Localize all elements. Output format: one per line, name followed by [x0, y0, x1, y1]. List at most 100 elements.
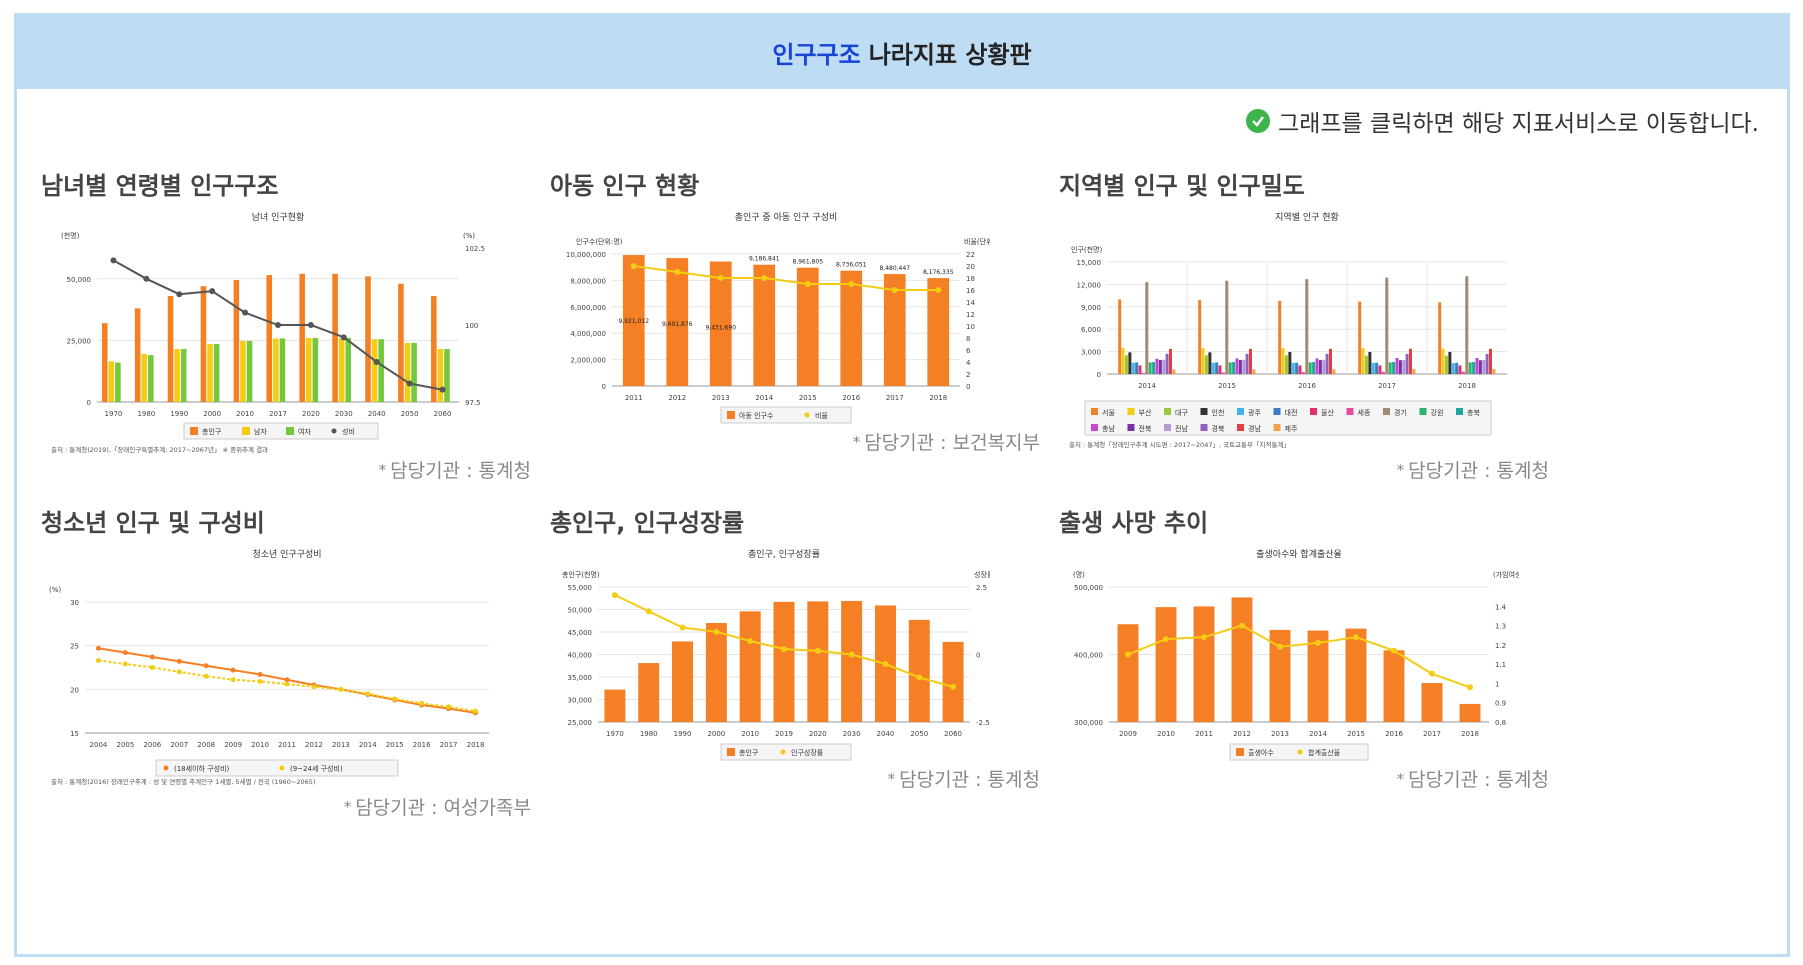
legend-label: 서울 [1102, 408, 1115, 417]
bar-인천 [1208, 352, 1212, 374]
x-tick-label: 2012 [305, 741, 323, 749]
panel-youth-population[interactable]: 청소년 인구 및 구성비 청소년 인구구성비 (%) 15 20 25 30 2004 200… [41, 503, 601, 873]
y2-tick-label: 1.2 [1495, 642, 1506, 650]
legend-marker [1091, 424, 1098, 431]
legend-label: 경북 [1212, 424, 1225, 433]
legend-label: 충북 [1467, 408, 1480, 417]
legend-label: 인천 [1212, 408, 1225, 417]
bar-여자 [345, 337, 352, 402]
bar-총인구 [739, 611, 761, 722]
bar-세종 [1301, 372, 1305, 374]
legend-box [1084, 400, 1492, 436]
legend-label: 합계출산율 [1308, 748, 1341, 757]
y2-tick-label: 22 [966, 251, 975, 259]
x-tick-label: 2010 [236, 410, 254, 418]
y2-axis-label: (%) [463, 232, 475, 240]
legend-marker [1164, 408, 1171, 415]
bar-value-label: 9,691,876 [662, 321, 693, 328]
bar-세종 [1381, 371, 1385, 374]
chart-birth-death[interactable]: 출생아수와 합계출산율 (명) (가임여성1명당 명) 300,000 400,000 5… [1059, 547, 1519, 762]
bar-서울 [1278, 300, 1282, 374]
legend-label: 남자 [254, 427, 267, 436]
legend-label: 성비 [342, 427, 355, 436]
point-(18세이하 구성비) [95, 645, 101, 651]
bar-충북 [1392, 362, 1396, 374]
bar-제주 [1252, 369, 1256, 374]
legend-label: (9~24세 구성비) [290, 764, 343, 773]
y2-tick-label: 0 [976, 652, 980, 660]
bar-경남 [1329, 348, 1333, 374]
bar-value-label: 8,176,335 [923, 269, 954, 276]
legend-label: 아동 인구수 [739, 411, 774, 420]
bar-충남 [1475, 357, 1479, 374]
panel-title: 총인구, 인구성장률 [550, 509, 745, 537]
bar-출생아수 [1231, 597, 1253, 722]
bar-출생아수 [1117, 624, 1139, 722]
bar-강원 [1228, 362, 1232, 374]
bar-여자 [411, 342, 417, 402]
bar-충북 [1232, 362, 1236, 374]
y-axis-label: 총인구(천명) [562, 570, 600, 579]
x-tick-label: 2015 [386, 741, 404, 749]
bar-value-label: 9,186,841 [749, 256, 780, 263]
bar-강원 [1468, 362, 1472, 374]
bar-충남 [1155, 358, 1159, 374]
x-tick-label: 2020 [809, 730, 827, 738]
legend-marker [1346, 408, 1354, 415]
bar-총인구 [299, 273, 305, 402]
bar-인천 [1368, 351, 1372, 374]
bar-광주 [1451, 363, 1455, 374]
agency-label: * 담당기관 : 보건복지부 [852, 432, 1040, 454]
point-합계출산율 [1163, 636, 1169, 643]
bar-value-label: 8,961,805 [792, 259, 823, 266]
y-tick-label: 50,000 [67, 276, 92, 284]
y2-tick-label: 20 [966, 263, 975, 271]
x-tick-label: 2014 [359, 741, 377, 749]
legend-marker [163, 765, 169, 771]
panel-birth-death[interactable]: 출생 사망 추이 출생아수와 합계출산율 (명) (가임여성1명당 명) 300,00… [1059, 503, 1619, 873]
bar-출생아수 [1459, 703, 1481, 722]
y-tick-label: 30,000 [568, 697, 593, 705]
x-tick-label: 2014 [755, 394, 773, 402]
bar-경북 [1325, 353, 1329, 374]
y-tick-label: 3,000 [1081, 349, 1101, 357]
chart-youth-population[interactable]: 청소년 인구구성비 (%) 15 20 25 30 2004 2005 2006 2007 2008… [41, 547, 511, 785]
legend-label: 여자 [298, 427, 311, 436]
y-tick-label: 15,000 [1077, 259, 1102, 267]
panel-regional-population[interactable]: 지역별 인구 및 인구밀도 지역별 인구 현황 인구(천명) 0 3,000 6,000… [1059, 166, 1619, 536]
x-tick-label: 1970 [606, 730, 624, 738]
point-(9~24세 구성비) [311, 684, 317, 690]
source-note: 출처 : 통계청(2019),「장래인구특별추계: 2017~2067년」 ※ … [51, 445, 268, 454]
legend-label: 총인구 [202, 427, 222, 436]
panel-gender-age[interactable]: 남녀별 연령별 인구구조 남녀 인구현황 (천명) (%) 0 25,000 50,000… [41, 166, 601, 536]
legend-label: 강원 [1431, 408, 1444, 417]
bar-아동 인구수 [796, 267, 819, 386]
chart-title: 남녀 인구현황 [252, 212, 305, 223]
legend-label: 비율 [815, 411, 828, 420]
chart-gender-age[interactable]: 남녀 인구현황 (천명) (%) 0 25,000 50,000 97.5 100 102.5 1… [41, 210, 511, 460]
bar-총인구 [672, 641, 694, 722]
dashboard-header: 인구구조 나라지표 상황판 [17, 16, 1787, 89]
bar-부산 [1201, 348, 1205, 374]
legend-marker [331, 428, 337, 434]
x-tick-label: 2000 [707, 730, 725, 738]
point-합계출산율 [1391, 647, 1397, 654]
y2-tick-label: 4 [966, 359, 971, 367]
legend-marker [1237, 408, 1244, 415]
y-tick-label: 500,000 [1074, 584, 1103, 592]
x-tick-label: 2004 [90, 741, 108, 749]
bar-대전 [1455, 362, 1459, 374]
legend-marker [1236, 748, 1244, 756]
bar-인천 [1128, 352, 1132, 374]
x-tick-label: 2009 [1119, 730, 1137, 738]
point-성비 [143, 275, 150, 282]
point-(9~24세 구성비) [257, 678, 263, 684]
x-tick-label: 2010 [1157, 730, 1175, 738]
x-tick-label: 2030 [843, 730, 861, 738]
bar-여자 [246, 340, 253, 402]
